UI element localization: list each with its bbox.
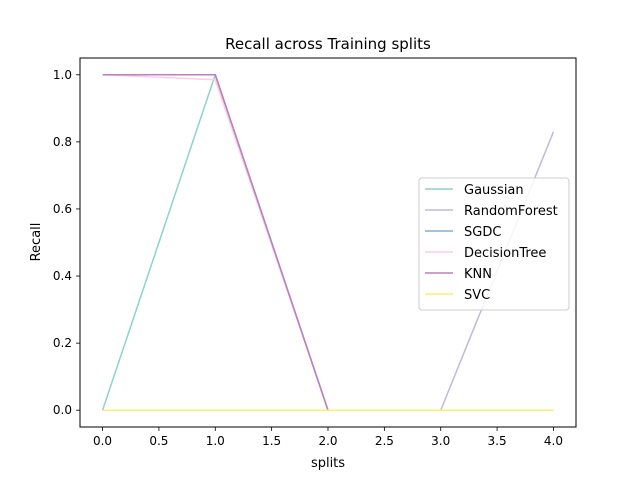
x-tick-label-1: 0.5 <box>149 434 168 448</box>
x-axis: 0.0 0.5 1.0 1.5 2.0 2.5 3.0 3.5 4.0 <box>93 427 563 448</box>
legend-box <box>418 177 570 311</box>
y-axis: 0.0 0.2 0.4 0.6 0.8 1.0 <box>53 68 80 417</box>
y-tick-label-4: 0.8 <box>53 135 72 149</box>
series-layer <box>101 74 555 411</box>
x-axis-label: splits <box>311 456 345 471</box>
x-tick-label-6: 3.0 <box>431 434 450 448</box>
y-tick-label-0: 0.0 <box>53 403 72 417</box>
x-tick-label-7: 3.5 <box>488 434 507 448</box>
x-tick-label-2: 1.0 <box>206 434 225 448</box>
chart-title: Recall across Training splits <box>225 35 431 53</box>
legend-label-0: Gaussian <box>464 183 524 198</box>
y-tick-label-1: 0.2 <box>53 336 72 350</box>
y-tick-label-2: 0.4 <box>53 269 72 283</box>
x-tick-label-3: 1.5 <box>262 434 281 448</box>
y-tick-label-5: 1.0 <box>53 68 72 82</box>
legend-label-5: SVC <box>464 288 490 303</box>
legend-label-3: DecisionTree <box>464 246 546 261</box>
legend: Gaussian RandomForest SGDC DecisionTree KNN S… <box>418 177 570 311</box>
legend-label-2: SGDC <box>464 225 501 240</box>
x-tick-label-0: 0.0 <box>93 434 112 448</box>
legend-label-4: KNN <box>464 267 492 282</box>
y-axis-label: Recall <box>29 223 44 262</box>
y-tick-label-3: 0.6 <box>53 202 72 216</box>
x-tick-label-4: 2.0 <box>318 434 337 448</box>
x-tick-label-8: 4.0 <box>544 434 563 448</box>
x-tick-label-5: 2.5 <box>375 434 394 448</box>
legend-label-1: RandomForest <box>464 204 558 219</box>
